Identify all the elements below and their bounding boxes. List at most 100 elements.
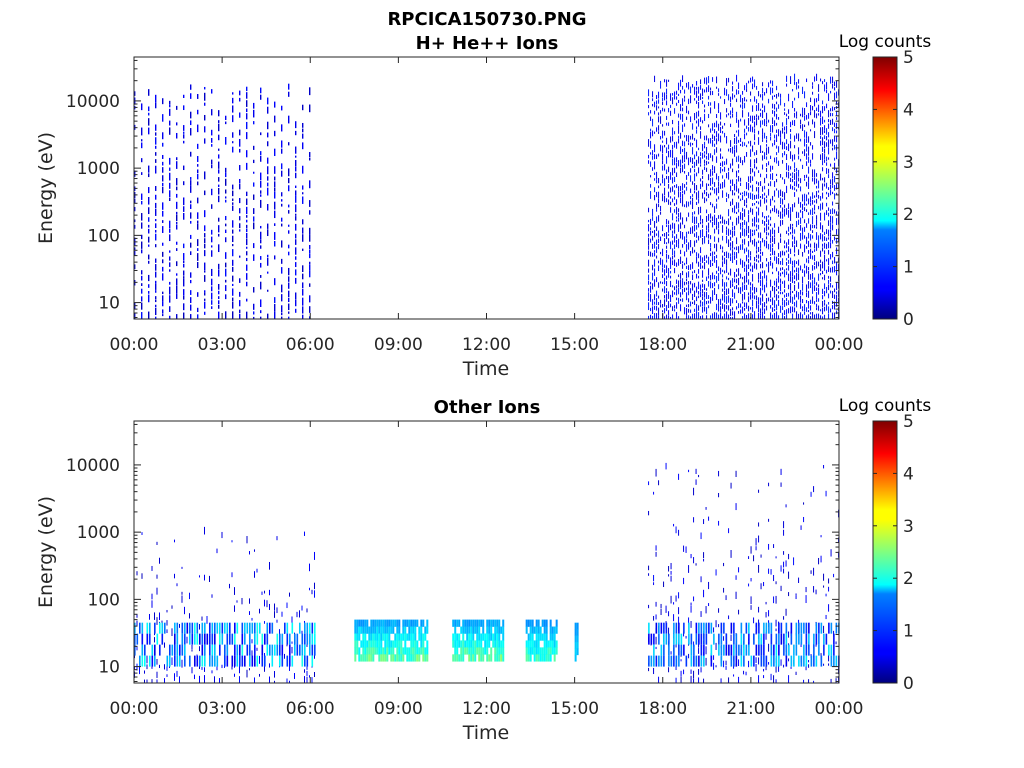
spectrogram-cell [214,655,216,667]
spectrogram-cell [468,640,471,648]
spectrogram-cell [832,251,834,258]
spectrogram-cell [742,222,744,226]
spectrogram-cell [756,215,758,223]
spectrogram-cell [823,585,825,588]
spectrogram-cell [211,622,214,634]
spectrogram-cell [774,313,776,319]
spectrogram-cell [824,84,826,92]
spectrogram-cell [673,614,675,622]
spectrogram-cell [553,626,556,634]
spectrogram-cell [664,92,666,101]
spectrogram-cell [814,76,816,82]
spectrogram-cell [676,199,678,205]
spectrogram-cell [690,605,692,613]
spectrogram-cell [525,626,528,634]
x-tick-label: 09:00 [374,699,423,719]
spectrogram-cell [724,179,726,188]
spectrogram-cell [756,300,758,309]
spectrogram-cell [654,259,656,267]
spectrogram-cell [752,76,754,82]
spectrogram-cell [733,674,735,677]
spectrogram-cell [686,244,688,252]
spectrogram-cell [658,131,660,134]
spectrogram-cell [656,191,658,198]
spectrogram-cell [525,647,528,655]
spectrogram-cell [682,148,684,152]
spectrogram-cell [773,544,775,548]
spectrogram-cell [784,108,786,111]
spectrogram-cell [833,644,835,656]
spectrogram-cell [762,212,764,218]
spectrogram-cell [141,633,144,645]
spectrogram-cell [648,160,650,164]
spectrogram-cell [764,132,766,139]
spectrogram-cell [728,272,730,275]
spectrogram-cell [778,190,780,198]
spectrogram-cell [772,173,774,181]
spectrogram-cell [720,112,722,120]
spectrogram-cell [674,141,676,148]
spectrogram-cell [796,111,798,117]
spectrogram-cell [662,267,664,273]
spectrogram-cell [224,644,226,656]
spectrogram-cell [388,633,391,641]
spectrogram-cell [648,224,650,232]
spectrogram-cell [204,92,206,101]
spectrogram-cell [668,183,670,189]
x-tick-label: 12:00 [462,335,511,355]
spectrogram-cell [199,624,200,630]
spectrogram-cell [822,307,824,315]
spectrogram-cell [724,304,726,312]
spectrogram-cell [760,108,762,111]
spectrogram-cell [765,665,767,671]
spectrogram-cell [758,207,760,216]
spectrogram-cell [675,633,678,645]
spectrogram-cell [478,654,481,662]
spectrogram-cell [750,115,752,122]
spectrogram-cell [746,191,748,196]
spectrogram-cell [234,673,235,677]
spectrogram-cell [690,264,692,270]
spectrogram-cell [798,183,800,188]
spectrogram-cell [828,249,830,255]
spectrogram-cell [668,176,670,183]
y-axis-label: Energy (eV) [35,132,57,244]
spectrogram-cell [744,302,746,308]
spectrogram-cell [658,153,660,157]
spectrogram-cell [288,297,290,303]
spectrogram-cell [756,117,758,126]
spectrogram-cell [410,626,413,634]
spectrogram-cell [788,246,790,252]
spectrogram-cell [281,644,284,656]
spectrogram-cell [736,260,738,265]
spectrogram-cell [204,210,206,218]
spectrogram-cell [713,633,715,645]
spectrogram-cell [400,647,403,655]
spectrogram-cell [730,622,733,634]
spectrogram-cell [775,581,777,585]
spectrogram-cell [832,139,834,147]
spectrogram-cell [826,197,828,200]
spectrogram-cell [184,622,186,634]
spectrogram-cell [155,233,157,241]
spectrogram-cell [174,644,176,656]
spectrogram-cell [783,561,785,568]
spectrogram-cell [744,228,746,237]
spectrogram-cell [380,626,383,634]
spectrogram-cell [836,151,838,160]
spectrogram-cell [664,264,666,268]
spectrogram-cell [652,299,654,306]
spectrogram-cell [782,306,784,311]
spectrogram-cell [662,124,664,127]
spectrogram-cell [652,130,654,137]
spectrogram-cell [698,648,700,654]
spectrogram-cell [183,94,185,98]
spectrogram-cell [734,251,736,256]
spectrogram-cell [754,238,756,247]
spectrogram-cell [780,565,782,572]
spectrogram-cell [408,626,411,634]
spectrogram-cell [688,82,690,90]
spectrogram-cell [782,122,784,127]
spectrogram-cell [553,633,556,641]
spectrogram-cell [788,644,790,656]
